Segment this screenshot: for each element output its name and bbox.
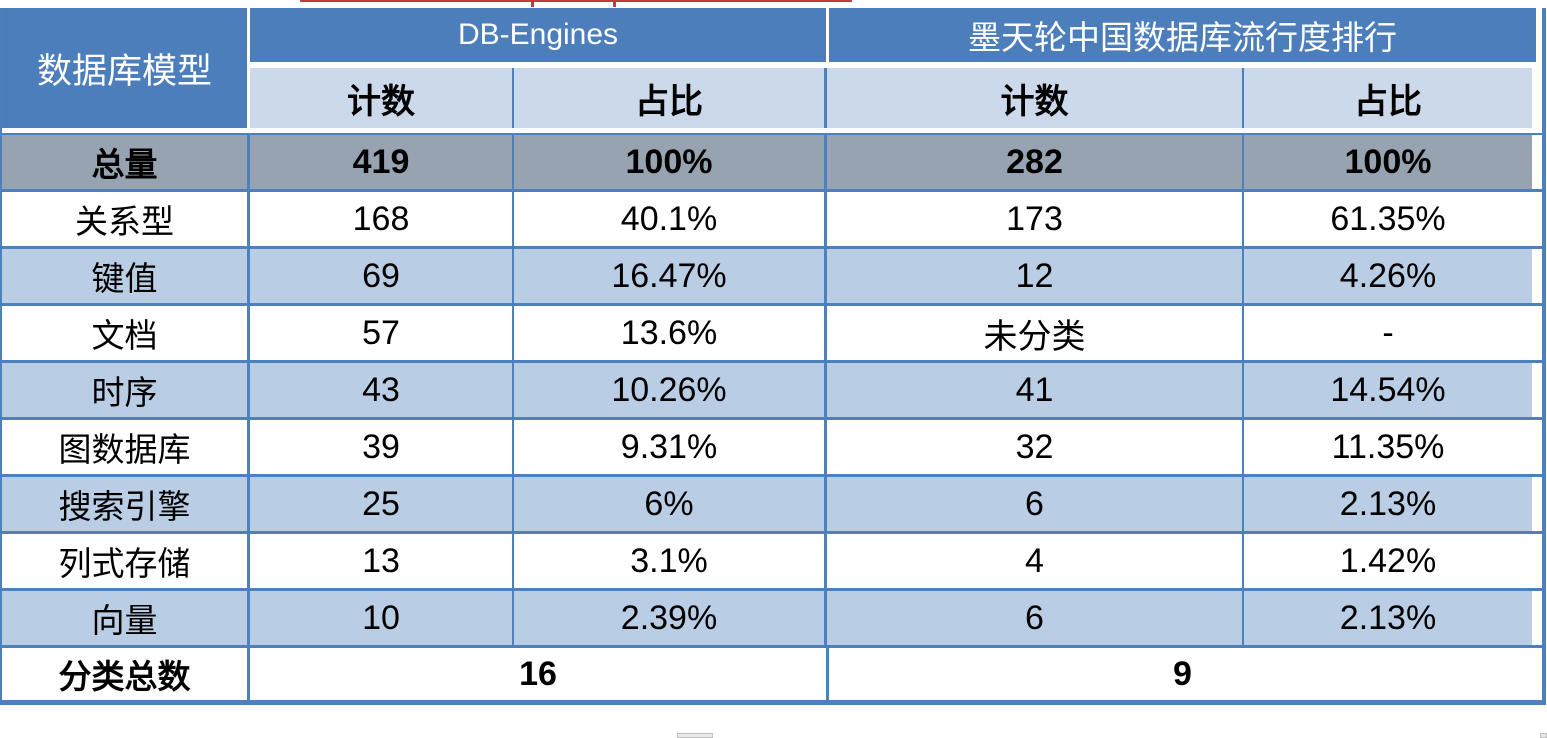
table-header: 数据库模型 DB-Engines 墨天轮中国数据库流行度排行 计数 占比 计数 … (2, 8, 1542, 128)
row-label: 总量 (2, 135, 250, 189)
cell-motianlun-share: 100% (1244, 135, 1532, 189)
cell-dbengines-category-total: 16 (250, 648, 829, 700)
cell-dbengines-share: 3.1% (514, 534, 827, 588)
row-label: 图数据库 (2, 420, 250, 474)
comparison-table: 数据库模型 DB-Engines 墨天轮中国数据库流行度排行 计数 占比 计数 … (0, 8, 1546, 705)
table-row-category-totals: 分类总数 16 9 (2, 648, 1542, 705)
cell-motianlun-count: 6 (827, 477, 1244, 531)
row-label: 文档 (2, 306, 250, 360)
row-label: 向量 (2, 591, 250, 645)
header-cell-dbengines-count: 计数 (250, 68, 514, 128)
cropped-spreadsheet-remnant (677, 733, 713, 738)
cell-motianlun-share: - (1244, 306, 1532, 360)
cropped-red-annotation-line (300, 0, 852, 2)
row-label: 分类总数 (2, 648, 250, 700)
header-cell-motianlun-share: 占比 (1244, 68, 1532, 128)
cell-motianlun-share: 11.35% (1244, 420, 1532, 474)
cell-dbengines-share: 40.1% (514, 192, 827, 246)
cell-motianlun-count: 173 (827, 192, 1244, 246)
cell-motianlun-share: 4.26% (1244, 249, 1532, 303)
cell-motianlun-category-total: 9 (829, 648, 1536, 700)
cell-dbengines-share: 2.39% (514, 591, 827, 645)
cell-dbengines-count: 43 (250, 363, 514, 417)
cell-dbengines-share: 10.26% (514, 363, 827, 417)
red-annotation-tick (531, 0, 534, 7)
cell-motianlun-share: 2.13% (1244, 477, 1532, 531)
header-subcolumn-row: 计数 占比 计数 占比 (250, 68, 1542, 128)
cell-dbengines-share: 13.6% (514, 306, 827, 360)
cell-motianlun-count: 4 (827, 534, 1244, 588)
cell-dbengines-count: 419 (250, 135, 514, 189)
header-group-dbengines: DB-Engines (250, 8, 829, 62)
cell-dbengines-share: 16.47% (514, 249, 827, 303)
red-annotation-tick (613, 0, 616, 7)
header-divider (250, 62, 1542, 68)
row-label: 关系型 (2, 192, 250, 246)
header-group-motianlun: 墨天轮中国数据库流行度排行 (829, 8, 1536, 62)
row-label: 列式存储 (2, 534, 250, 588)
row-label: 搜索引擎 (2, 477, 250, 531)
table-row: 关系型 168 40.1% 173 61.35% (2, 192, 1542, 249)
header-cell-model: 数据库模型 (2, 8, 250, 128)
row-label: 时序 (2, 363, 250, 417)
cell-motianlun-share: 14.54% (1244, 363, 1532, 417)
table-row-total: 总量 419 100% 282 100% (2, 133, 1542, 192)
table-row: 列式存储 13 3.1% 4 1.42% (2, 534, 1542, 591)
header-cell-dbengines-share: 占比 (514, 68, 827, 128)
cell-dbengines-count: 69 (250, 249, 514, 303)
table-row: 图数据库 39 9.31% 32 11.35% (2, 420, 1542, 477)
table-row: 向量 10 2.39% 6 2.13% (2, 591, 1542, 648)
cell-dbengines-count: 57 (250, 306, 514, 360)
cell-motianlun-count: 32 (827, 420, 1244, 474)
cell-dbengines-count: 10 (250, 591, 514, 645)
table-row: 文档 57 13.6% 未分类 - (2, 306, 1542, 363)
cell-motianlun-count: 未分类 (827, 306, 1244, 360)
cell-motianlun-count: 12 (827, 249, 1244, 303)
cell-dbengines-count: 25 (250, 477, 514, 531)
header-right-block: DB-Engines 墨天轮中国数据库流行度排行 计数 占比 计数 占比 (250, 8, 1542, 128)
cell-dbengines-share: 9.31% (514, 420, 827, 474)
cell-dbengines-share: 100% (514, 135, 827, 189)
table-row: 键值 69 16.47% 12 4.26% (2, 249, 1542, 306)
cell-motianlun-share: 2.13% (1244, 591, 1532, 645)
cell-motianlun-share: 61.35% (1244, 192, 1532, 246)
table-row: 时序 43 10.26% 41 14.54% (2, 363, 1542, 420)
cell-motianlun-count: 6 (827, 591, 1244, 645)
cell-motianlun-count: 41 (827, 363, 1244, 417)
cropped-spreadsheet-remnant (1540, 733, 1547, 738)
cell-motianlun-count: 282 (827, 135, 1244, 189)
header-cell-motianlun-count: 计数 (827, 68, 1244, 128)
cell-dbengines-count: 39 (250, 420, 514, 474)
cell-dbengines-count: 168 (250, 192, 514, 246)
header-group-row: DB-Engines 墨天轮中国数据库流行度排行 (250, 8, 1542, 62)
cell-dbengines-share: 6% (514, 477, 827, 531)
table-body: 总量 419 100% 282 100% 关系型 168 40.1% 173 6… (2, 128, 1542, 705)
row-label: 键值 (2, 249, 250, 303)
cell-dbengines-count: 13 (250, 534, 514, 588)
table-row: 搜索引擎 25 6% 6 2.13% (2, 477, 1542, 534)
cell-motianlun-share: 1.42% (1244, 534, 1532, 588)
